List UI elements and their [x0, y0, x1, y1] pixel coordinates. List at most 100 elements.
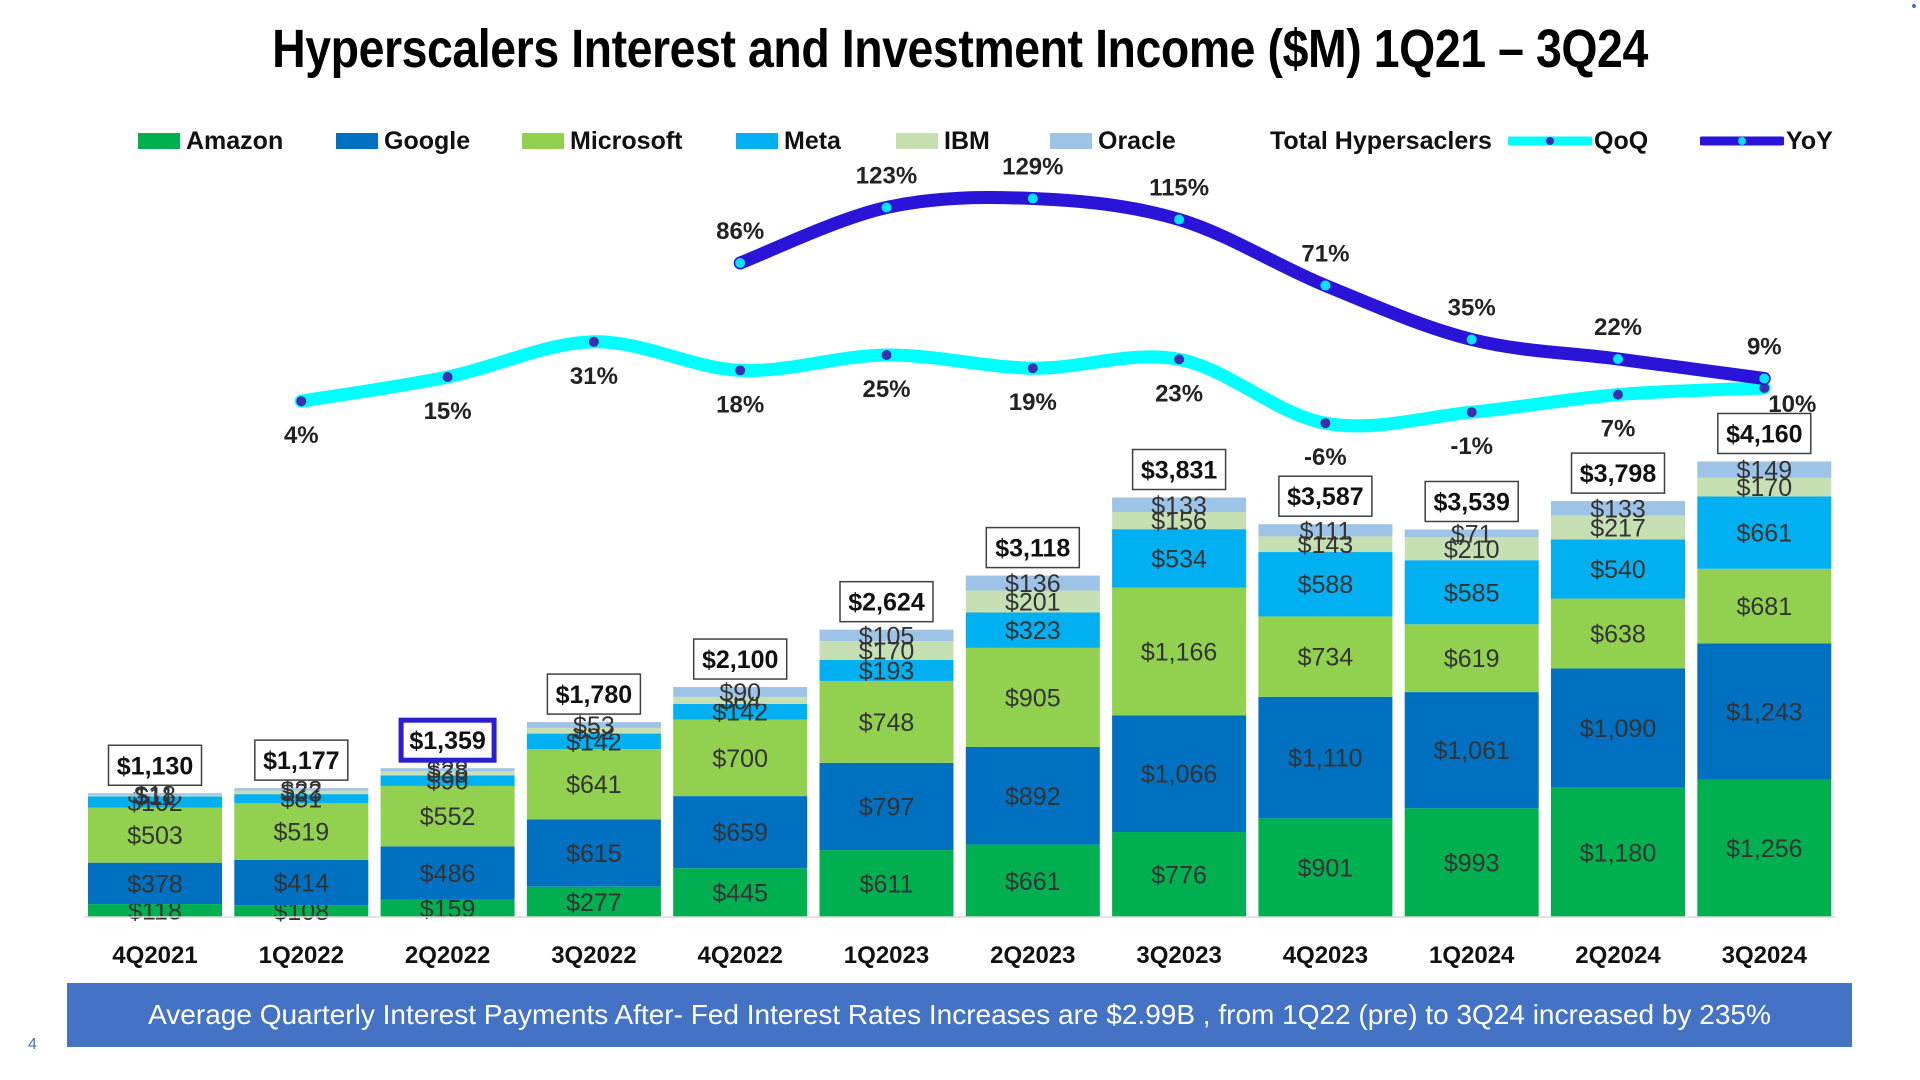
- label-google-4Q2022: $659: [712, 819, 768, 847]
- label-meta-3Q2023: $534: [1151, 545, 1207, 573]
- x-tick-4Q2022: 4Q2022: [697, 942, 782, 969]
- bar-amazon-2Q2022: [380, 899, 515, 917]
- bar-oracle-4Q2021: [88, 793, 222, 796]
- bar-oracle-4Q2022: [673, 687, 808, 697]
- bar-oracle-2Q2022: [380, 768, 515, 772]
- yoy-label-2Q2023: 129%: [1002, 154, 1063, 181]
- total-box-4Q2022: [692, 638, 788, 680]
- bar-meta-2Q2022: [380, 775, 515, 786]
- label-ibm-3Q2023: $156: [1151, 508, 1207, 536]
- legend-yoy-line-icon: [1700, 136, 1784, 146]
- label-oracle-1Q2023: $105: [859, 622, 915, 650]
- label-ibm-2Q2024: $217: [1590, 515, 1646, 543]
- total-box-2Q2023: [985, 526, 1081, 569]
- bar-amazon-2Q2023: [965, 844, 1100, 917]
- bar-ibm-4Q2021: [88, 795, 222, 797]
- x-tick-2Q2024: 2Q2024: [1575, 942, 1661, 969]
- bar-oracle-1Q2022: [234, 788, 369, 791]
- label-amazon-1Q2023: $611: [860, 871, 914, 899]
- legend-meta-swatch: [736, 133, 778, 149]
- bar-oracle-1Q2023: [819, 629, 954, 642]
- label-ibm-2Q2023: $201: [1005, 588, 1061, 616]
- bar-amazon-1Q2023: [819, 850, 954, 917]
- bar-oracle-2Q2023: [965, 575, 1100, 591]
- label-microsoft-3Q2022: $641: [566, 771, 622, 799]
- label-meta-4Q2023: $588: [1298, 571, 1354, 599]
- bar-microsoft-3Q2024: [1697, 568, 1832, 644]
- total-label-4Q2021: $1,130: [117, 752, 193, 780]
- total-label-3Q2023: $3,831: [1141, 457, 1218, 485]
- qoq-point-2Q2024: [1613, 389, 1623, 400]
- yoy-label-3Q2024: 9%: [1747, 334, 1782, 361]
- label-microsoft-4Q2023: $734: [1298, 644, 1354, 672]
- bar-google-2Q2024: [1551, 668, 1685, 788]
- legend-total-label: Total Hypersaclers: [1270, 126, 1492, 155]
- label-meta-2Q2023: $323: [1005, 617, 1061, 645]
- qoq-point-4Q2022: [735, 365, 746, 376]
- label-ibm-1Q2023: $170: [859, 637, 915, 665]
- bar-amazon-1Q2024: [1404, 808, 1539, 917]
- footer-banner: Average Quarterly Interest Payments Afte…: [67, 983, 1852, 1047]
- qoq-label-2Q2024: 7%: [1601, 416, 1636, 443]
- label-google-2Q2022: $486: [420, 860, 476, 888]
- x-tick-4Q2021: 4Q2021: [112, 942, 197, 969]
- bar-google-4Q2023: [1258, 696, 1393, 819]
- label-microsoft-1Q2023: $748: [859, 709, 915, 737]
- bar-ibm-1Q2024: [1404, 537, 1539, 561]
- total-box-4Q2023: [1278, 475, 1373, 517]
- bar-meta-1Q2022: [234, 794, 369, 804]
- qoq-point-1Q2024: [1466, 407, 1477, 418]
- label-google-4Q2021: $378: [127, 870, 183, 898]
- legend-total: Total Hypersaclers: [1270, 124, 1492, 158]
- yoy-point-3Q2024: [1759, 373, 1770, 384]
- total-label-3Q2022: $1,780: [556, 681, 632, 709]
- legend-qoq-line-icon: [1508, 136, 1592, 146]
- label-microsoft-2Q2023: $905: [1005, 684, 1061, 712]
- bar-amazon-2Q2024: [1551, 787, 1685, 917]
- bar-google-1Q2022: [234, 859, 369, 906]
- bar-google-2Q2023: [965, 746, 1100, 845]
- bar-ibm-3Q2023: [1112, 512, 1247, 530]
- total-label-1Q2024: $3,539: [1433, 488, 1509, 516]
- legend-qoq-label: QoQ: [1594, 126, 1649, 155]
- label-microsoft-4Q2021: $503: [127, 822, 183, 850]
- legend-amazon-swatch: [138, 133, 180, 149]
- yoy-point-2Q2023: [1027, 193, 1038, 204]
- label-ibm-1Q2022: $33: [280, 779, 322, 807]
- label-microsoft-4Q2022: $700: [712, 745, 768, 773]
- bar-meta-1Q2024: [1404, 560, 1539, 625]
- total-box-1Q2023: [839, 580, 934, 623]
- bar-ibm-4Q2022: [673, 696, 808, 704]
- yoy-label-2Q2024: 22%: [1594, 314, 1642, 341]
- total-box-1Q2022: [254, 739, 349, 781]
- label-meta-3Q2024: $661: [1736, 520, 1792, 548]
- label-google-2Q2024: $1,090: [1580, 715, 1656, 743]
- qoq-point-3Q2023: [1174, 354, 1185, 365]
- total-label-2Q2023: $3,118: [995, 535, 1070, 563]
- bar-oracle-2Q2024: [1551, 501, 1685, 516]
- legend-yoy-label: YoY: [1786, 126, 1833, 155]
- qoq-label-1Q2023: 25%: [862, 376, 910, 403]
- legend-oracle-swatch: [1050, 133, 1092, 149]
- yoy-label-4Q2022: 86%: [716, 218, 764, 245]
- bar-amazon-3Q2022: [526, 886, 661, 917]
- label-google-1Q2022: $414: [273, 870, 329, 898]
- label-amazon-4Q2022: $445: [712, 880, 768, 908]
- x-tick-3Q2024: 3Q2024: [1722, 942, 1808, 969]
- qoq-point-2Q2023: [1027, 363, 1038, 374]
- bar-ibm-3Q2024: [1697, 477, 1832, 497]
- legend-qoq: QoQ: [1508, 124, 1648, 158]
- legend-ibm: IBM: [896, 124, 990, 158]
- bar-meta-4Q2022: [673, 703, 808, 720]
- total-label-1Q2022: $1,177: [263, 747, 339, 775]
- total-label-2Q2022: $1,359: [409, 727, 485, 755]
- label-google-1Q2024: $1,061: [1433, 737, 1509, 765]
- bar-ibm-1Q2023: [819, 641, 954, 660]
- bar-google-2Q2022: [380, 846, 515, 900]
- legend-amazon: Amazon: [138, 124, 283, 158]
- total-label-2Q2024: $3,798: [1580, 460, 1657, 488]
- bar-microsoft-2Q2022: [380, 785, 515, 847]
- legend-microsoft-label: Microsoft: [570, 126, 683, 155]
- x-tick-1Q2024: 1Q2024: [1429, 942, 1515, 969]
